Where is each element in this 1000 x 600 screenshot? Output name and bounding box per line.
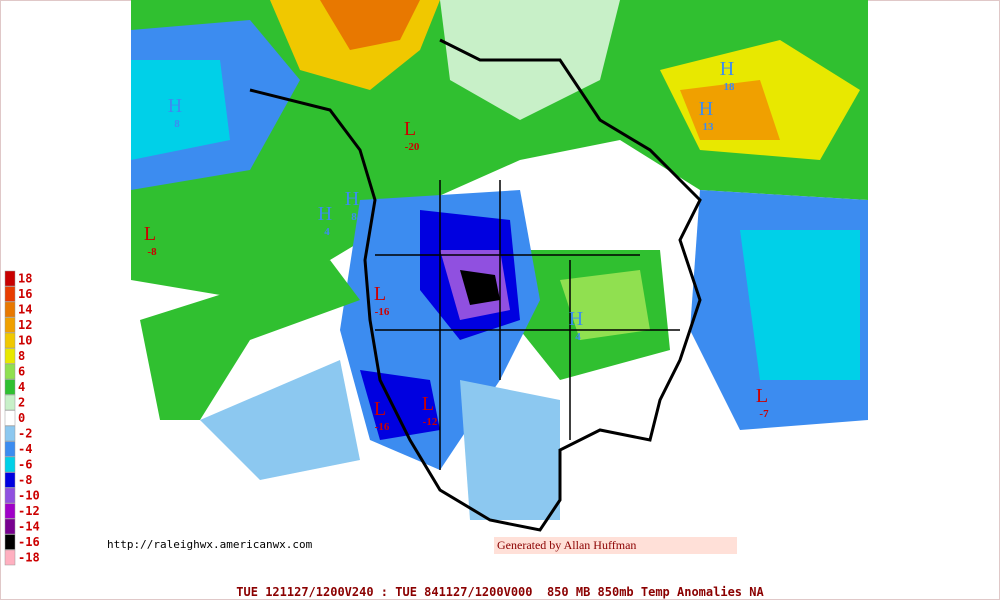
legend-swatch <box>4 425 16 442</box>
legend-swatch <box>4 410 16 426</box>
legend-label: 4 <box>18 380 25 394</box>
pressure-center: H <box>345 188 359 210</box>
center-value: -12 <box>423 416 438 428</box>
legend-label: 6 <box>18 365 25 379</box>
pressure-center: H <box>699 98 713 120</box>
legend-swatch <box>4 487 16 504</box>
pressure-center: L <box>374 283 386 305</box>
legend-swatch <box>4 549 16 566</box>
legend-label: -18 <box>18 551 40 565</box>
legend-label: 8 <box>18 349 25 363</box>
center-value: -16 <box>375 421 390 433</box>
legend-swatch <box>4 456 16 473</box>
center-value: 4 <box>324 226 330 238</box>
center-value: 8 <box>174 118 180 130</box>
pressure-center: L <box>756 385 768 407</box>
legend-swatch <box>4 363 16 380</box>
legend-label: -14 <box>18 520 40 534</box>
legend-swatch <box>4 441 16 457</box>
legend-swatch <box>4 518 16 535</box>
center-value: 18 <box>724 81 736 93</box>
legend-label: 14 <box>18 303 32 317</box>
pressure-center: H <box>168 95 182 117</box>
center-value: 13 <box>703 121 715 133</box>
center-value: -7 <box>759 408 769 420</box>
pressure-center: L <box>422 393 434 415</box>
borders <box>375 180 680 470</box>
legend-label: 18 <box>18 272 32 286</box>
legend-swatch <box>4 503 16 519</box>
center-value: 4 <box>575 331 581 343</box>
legend-label: -8 <box>18 473 32 487</box>
pressure-center: H <box>318 203 332 225</box>
center-value: -20 <box>405 141 420 153</box>
legend-label: -10 <box>18 489 40 503</box>
legend-swatch <box>4 286 16 302</box>
credit: Generated by Allan Huffman <box>497 538 636 552</box>
center-value: -16 <box>375 306 390 318</box>
center-value: 8 <box>351 211 357 223</box>
pressure-center: H <box>720 58 734 80</box>
legend-swatch <box>4 317 16 333</box>
pressure-center: L <box>404 118 416 140</box>
legend-swatch <box>4 379 16 395</box>
legend-swatch <box>4 472 16 488</box>
source-url: http://raleighwx.americanwx.com <box>107 538 313 551</box>
legend-swatch <box>4 348 16 364</box>
legend-label: 16 <box>18 287 32 301</box>
pressure-center: L <box>374 398 386 420</box>
legend-swatch <box>4 301 16 318</box>
legend-label: -4 <box>18 442 32 456</box>
legend-label: -2 <box>18 427 32 441</box>
legend-label: -16 <box>18 535 40 549</box>
legend-label: -6 <box>18 458 32 472</box>
legend-label: 12 <box>18 318 32 332</box>
legend-swatch <box>4 270 16 287</box>
legend-swatch <box>4 534 16 550</box>
legend-label: -12 <box>18 504 40 518</box>
legend-label: 10 <box>18 334 32 348</box>
legend-label: 2 <box>18 396 25 410</box>
legend-swatch <box>4 332 16 349</box>
legend-label: 0 <box>18 411 25 425</box>
center-value: -8 <box>147 246 157 258</box>
credit-box <box>494 537 737 554</box>
coastlines <box>249 38 702 532</box>
pressure-center: H <box>569 308 583 330</box>
pressure-center: L <box>144 223 156 245</box>
legend-swatch <box>4 394 16 411</box>
caption: TUE 121127/1200V240 : TUE 841127/1200V00… <box>236 585 764 599</box>
